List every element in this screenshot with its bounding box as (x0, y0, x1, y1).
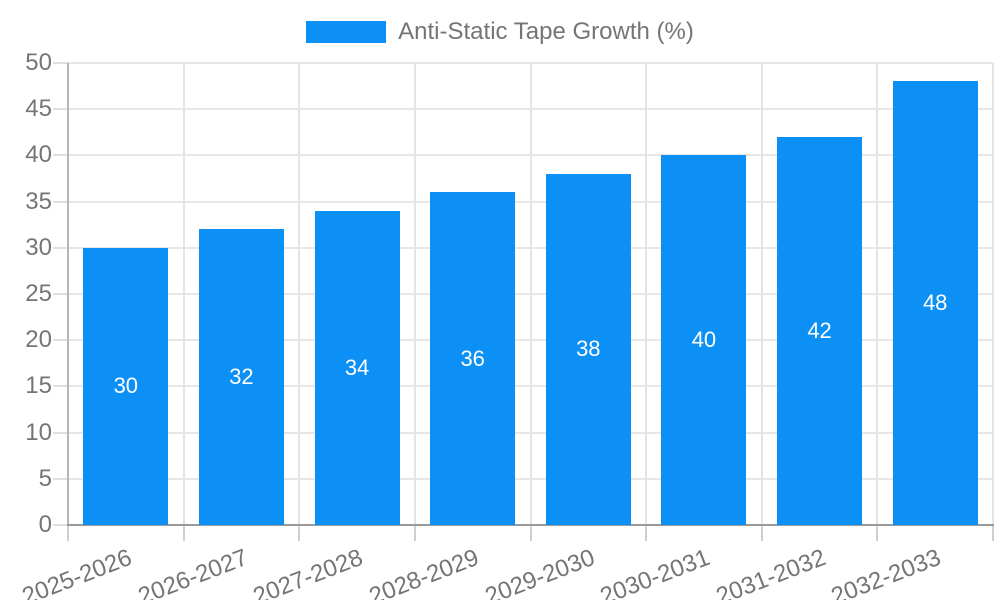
gridline-vertical (298, 63, 301, 525)
y-axis-tick-label: 40 (25, 141, 52, 169)
x-axis-tick-label: 2032-2033 (828, 544, 945, 600)
y-tick-mark (53, 339, 68, 342)
bar-value-label: 38 (576, 336, 601, 362)
x-tick-mark (760, 525, 763, 541)
y-axis-tick-label: 25 (25, 280, 52, 307)
x-tick-mark (529, 525, 532, 541)
bar-value-label: 34 (344, 354, 370, 380)
bar[interactable] (545, 173, 631, 525)
y-tick-mark (53, 154, 68, 157)
x-axis-tick-label: 2031-2032 (712, 544, 830, 600)
x-axis-tick-label: 2026-2027 (134, 544, 252, 600)
bar-value-label: 32 (229, 364, 254, 390)
gridline-vertical (182, 63, 185, 525)
x-tick-mark (992, 525, 994, 541)
y-tick-mark (53, 524, 68, 526)
x-axis-tick-label: 2025-2026 (18, 544, 136, 600)
bar-value-label: 36 (460, 345, 485, 371)
x-axis-tick-label: 2028-2029 (365, 544, 483, 600)
y-axis-tick-label: 15 (25, 372, 52, 400)
gridline-vertical (645, 63, 648, 525)
x-axis-line (67, 524, 994, 526)
bar[interactable] (198, 229, 284, 525)
x-tick-mark (876, 525, 879, 541)
bar-value-label: 40 (691, 327, 717, 353)
x-tick-mark (413, 525, 416, 541)
y-axis-tick-label: 45 (25, 95, 52, 123)
y-axis-tick-label: 0 (38, 511, 52, 538)
gridline-vertical (876, 63, 879, 525)
x-tick-mark (182, 525, 185, 541)
y-axis-tick-label: 35 (25, 187, 52, 215)
legend[interactable]: Anti-Static Tape Growth (%) (0, 18, 1000, 46)
x-tick-mark (298, 525, 301, 541)
bar-value-label: 30 (113, 373, 139, 399)
y-axis-line (67, 63, 69, 525)
bar[interactable] (83, 247, 169, 525)
y-axis-tick-label: 10 (25, 418, 52, 446)
bar-value-label: 48 (922, 290, 948, 316)
x-axis-tick-label: 2029-2030 (481, 544, 598, 600)
x-axis-tick-label: 2030-2031 (596, 544, 714, 600)
y-axis-tick-label: 30 (25, 233, 52, 261)
legend-swatch (306, 21, 387, 43)
bar[interactable] (777, 136, 863, 525)
x-tick-mark (67, 525, 69, 541)
gridline-vertical (529, 63, 532, 525)
bar[interactable] (661, 155, 747, 525)
gridline-vertical (992, 63, 994, 525)
bar[interactable] (892, 81, 978, 525)
y-axis-tick-label: 20 (25, 326, 52, 354)
gridline-vertical (413, 63, 416, 525)
y-tick-mark (53, 108, 68, 111)
x-tick-mark (645, 525, 648, 541)
y-tick-mark (53, 62, 68, 64)
y-tick-mark (53, 293, 68, 295)
y-tick-mark (53, 246, 68, 249)
y-tick-mark (53, 431, 68, 434)
legend-label: Anti-Static Tape Growth (%) (398, 18, 694, 45)
y-tick-mark (53, 385, 68, 388)
gridline-vertical (760, 63, 763, 525)
y-axis-tick-label: 50 (25, 49, 52, 76)
bar[interactable] (430, 192, 516, 525)
x-axis-tick-label: 2027-2028 (249, 544, 367, 600)
y-axis-tick-label: 5 (38, 464, 52, 492)
bar[interactable] (314, 210, 400, 525)
bar-value-label: 42 (807, 317, 832, 343)
y-tick-mark (53, 477, 68, 480)
y-tick-mark (53, 200, 68, 203)
